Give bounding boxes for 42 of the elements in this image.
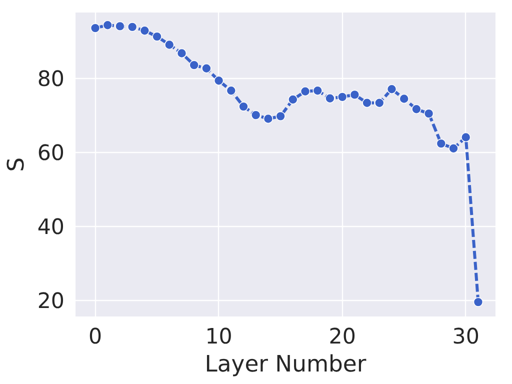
point <box>473 297 484 307</box>
point <box>436 138 446 148</box>
point <box>424 108 434 118</box>
point <box>214 76 224 86</box>
point <box>176 48 187 58</box>
x-tick-label: 30 <box>452 324 480 350</box>
x-tick-label: 0 <box>88 324 102 350</box>
point <box>374 98 384 108</box>
point <box>300 86 310 96</box>
point <box>164 40 174 50</box>
x-tick-label: 10 <box>205 324 232 350</box>
point <box>312 86 323 96</box>
point <box>140 26 150 36</box>
y-tick-label: 60 <box>37 141 64 166</box>
point <box>152 32 162 42</box>
point <box>276 111 286 122</box>
y-tick-label: 20 <box>37 289 64 314</box>
y-axis-title: S <box>3 157 30 172</box>
point <box>250 110 261 120</box>
point <box>412 104 422 114</box>
point <box>460 132 471 142</box>
point <box>263 114 274 124</box>
point <box>399 94 409 104</box>
y-tick-label: 80 <box>37 67 64 92</box>
point <box>350 90 360 100</box>
point <box>189 60 199 70</box>
point <box>288 94 298 104</box>
point <box>115 21 125 32</box>
point <box>386 84 397 94</box>
point <box>238 102 248 112</box>
point <box>448 144 458 154</box>
point <box>226 86 236 96</box>
y-tick-label: 40 <box>37 215 64 240</box>
point <box>202 64 212 74</box>
point <box>337 92 348 102</box>
point <box>362 98 372 108</box>
x-axis-title: Layer Number <box>204 352 367 378</box>
point <box>102 20 113 30</box>
point <box>127 22 138 32</box>
point <box>90 23 100 33</box>
x-tick-label: 20 <box>328 324 356 350</box>
point <box>325 94 335 104</box>
